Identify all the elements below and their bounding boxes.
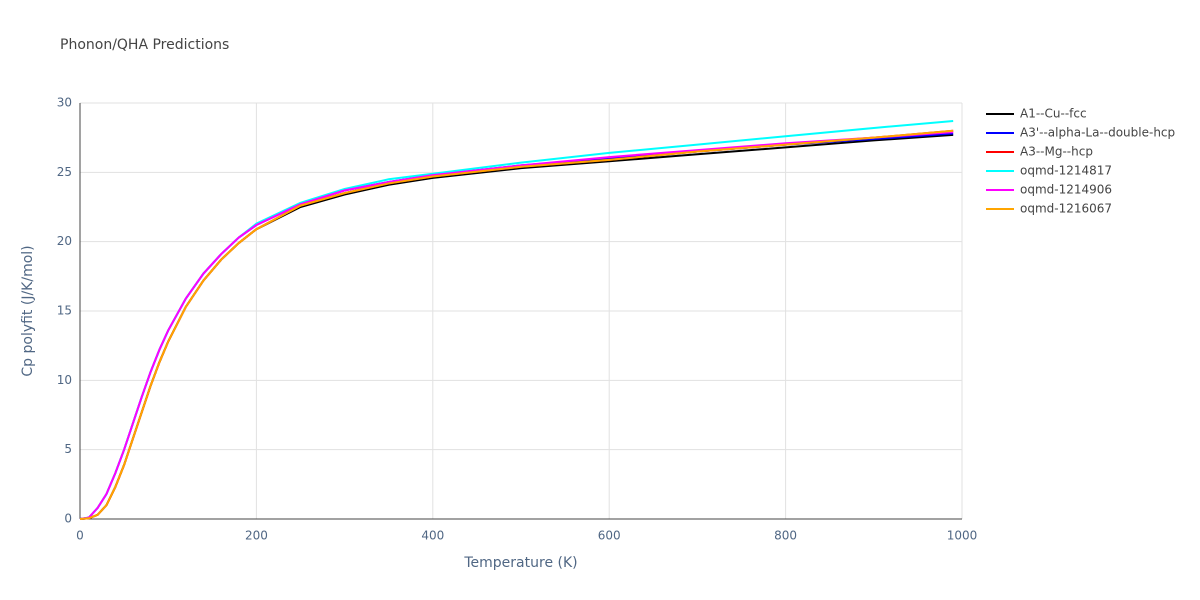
x-axis-title: Temperature (K) [463,555,577,571]
series-line [79,131,954,520]
legend-label: oqmd-1216067 [1020,202,1112,216]
y-tick-label: 25 [57,165,72,179]
legend-label: oqmd-1214817 [1020,164,1112,178]
x-tick-label: 200 [245,529,268,543]
series-line [79,133,954,520]
y-tick-label: 15 [57,304,72,318]
y-tick-label: 30 [57,96,72,110]
x-tick-label: 400 [421,529,444,543]
legend-label: A1--Cu--fcc [1020,107,1087,121]
series-line [79,129,954,520]
y-tick-label: 0 [64,512,72,526]
y-tick-label: 10 [57,373,72,387]
x-tick-label: 800 [774,529,797,543]
x-tick-label: 0 [76,529,84,543]
chart-title: Phonon/QHA Predictions [60,37,229,53]
legend-label: A3--Mg--hcp [1020,145,1093,159]
y-tick-label: 5 [64,442,72,456]
y-tick-label: 20 [57,234,72,248]
x-tick-label: 600 [598,529,621,543]
series-line [79,120,954,520]
x-tick-label: 1000 [947,529,978,543]
series-line [79,129,954,520]
series-line [79,132,954,520]
legend-label: A3'--alpha-La--double-hcp [1020,126,1175,140]
legend-label: oqmd-1214906 [1020,183,1112,197]
y-axis-title: Cp polyfit (J/K/mol) [20,245,36,376]
